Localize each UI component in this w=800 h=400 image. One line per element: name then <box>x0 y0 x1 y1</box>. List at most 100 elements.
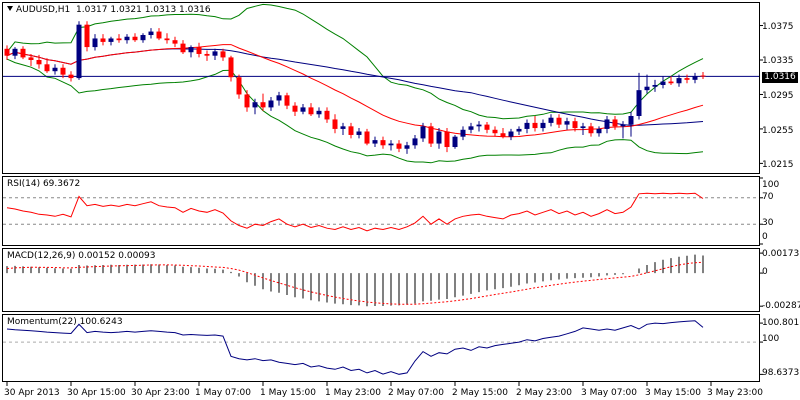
candle-body <box>260 102 266 108</box>
candle-body <box>140 35 146 41</box>
x-tick-label: 1 May 23:00 <box>325 388 381 398</box>
candle-body <box>540 122 546 129</box>
candle-body <box>252 102 258 108</box>
candle-body <box>556 117 562 125</box>
macd-tick-label: 0 <box>762 267 768 277</box>
candle-body <box>380 140 386 146</box>
candle-body <box>84 24 90 48</box>
x-tick-label: 30 Apr 23:00 <box>131 388 190 398</box>
candle-body <box>580 126 586 129</box>
macd-tick-label: 0.00173 <box>762 249 800 259</box>
price-tick-label: 1.0335 <box>762 56 794 66</box>
candle-body <box>284 95 290 106</box>
rsi-line <box>6 192 704 232</box>
macd-signal-line <box>6 261 704 305</box>
candle-body <box>548 117 554 123</box>
macd-title: MACD(12,26,9) 0.00152 0.00093 <box>7 251 156 261</box>
candle-body <box>428 126 434 144</box>
price-tick-label: 1.0295 <box>762 91 794 101</box>
candle-body <box>604 119 610 129</box>
candle-body <box>484 124 490 130</box>
current-price-box: 1.0316 <box>762 72 798 83</box>
candle-body <box>228 57 234 78</box>
candle-body <box>20 48 26 58</box>
candle-body <box>684 78 690 80</box>
fast-ma-line <box>6 44 704 138</box>
candle-body <box>612 119 618 127</box>
candle-body <box>340 126 346 129</box>
candle-body <box>196 47 202 54</box>
candle-body <box>164 38 170 41</box>
candle-body <box>148 31 154 36</box>
x-tick-label: 2 May 23:00 <box>516 388 572 398</box>
rsi-tick-label: 30 <box>762 218 774 228</box>
momentum-title: Momentum(22) 100.6243 <box>7 317 123 327</box>
candle-body <box>524 122 530 129</box>
candle-body <box>660 81 666 85</box>
candle-body <box>156 31 162 39</box>
candle-body <box>668 81 674 84</box>
rsi-tick-label: 0 <box>762 232 768 242</box>
x-tick-label: 30 Apr 15:00 <box>67 388 126 398</box>
price-tick-label: 1.0255 <box>762 126 794 136</box>
macd-panel[interactable]: MACD(12,26,9) 0.00152 0.00093 <box>2 248 760 312</box>
momentum-tick-label: 98.6373 <box>762 368 800 378</box>
candle-body <box>620 124 626 127</box>
rsi-panel[interactable]: RSI(14) 69.3672 <box>2 176 760 246</box>
candle-body <box>60 67 66 75</box>
candle-body <box>572 121 578 129</box>
candle-body <box>532 122 538 129</box>
candle-body <box>92 38 98 48</box>
candle-body <box>516 128 522 132</box>
upper-band-line <box>6 3 704 120</box>
candle-body <box>212 51 218 56</box>
candle-body <box>244 94 250 108</box>
candle-body <box>180 43 186 53</box>
candle-body <box>324 110 330 120</box>
candle-body <box>396 143 402 149</box>
candle-body <box>204 53 210 56</box>
x-tick-label: 3 May 15:00 <box>645 388 701 398</box>
candle-body <box>220 51 226 58</box>
candle-body <box>476 124 482 127</box>
candle-body <box>420 126 426 139</box>
candle-body <box>332 119 338 129</box>
candle-body <box>132 36 138 41</box>
candle-body <box>36 60 42 65</box>
macd-axis: 0.00173 0 -0.00287 <box>762 248 800 312</box>
candle-body <box>116 38 122 41</box>
x-tick-label: 1 May 15:00 <box>260 388 316 398</box>
slow-ma-line <box>6 48 704 126</box>
candle-body <box>100 38 106 42</box>
candle-body <box>460 129 466 137</box>
candle-body <box>588 126 594 134</box>
candle-body <box>492 129 498 134</box>
candle-body <box>308 107 314 115</box>
ohlc-label: 1.0317 1.0321 1.0313 1.0316 <box>76 5 211 15</box>
candle-body <box>28 57 34 60</box>
x-tick-label: 30 Apr 2013 <box>4 388 60 398</box>
candle-body <box>276 95 282 101</box>
candle-body <box>652 84 658 87</box>
candle-body <box>676 78 682 84</box>
candle-body <box>436 131 442 144</box>
candle-body <box>236 77 242 95</box>
candle-body <box>692 76 698 80</box>
candle-body <box>172 40 178 44</box>
candle-body <box>300 107 306 112</box>
momentum-panel[interactable]: Momentum(22) 100.6243 <box>2 314 760 382</box>
x-tick-label: 2 May 15:00 <box>452 388 508 398</box>
candle-body <box>4 48 10 56</box>
candle-body <box>508 131 514 137</box>
candle-body <box>188 47 194 53</box>
candle-body <box>364 131 370 144</box>
rsi-tick-label: 100 <box>762 180 780 190</box>
price-panel[interactable]: AUDUSD,H1 1.0317 1.0321 1.0313 1.0316 <box>2 2 760 174</box>
collapse-triangle-icon <box>7 6 13 11</box>
candle-body <box>444 131 450 148</box>
candle-body <box>348 126 354 135</box>
x-tick-label: 3 May 23:00 <box>707 388 763 398</box>
x-tick-label: 3 May 07:00 <box>581 388 637 398</box>
